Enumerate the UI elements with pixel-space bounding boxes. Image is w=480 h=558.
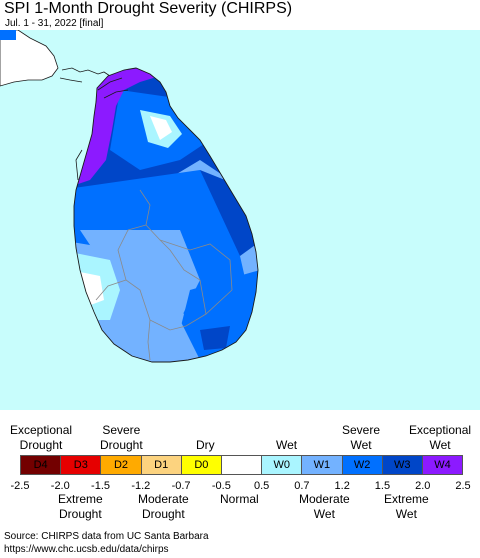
- district-boundaries: [95, 189, 233, 361]
- legend-tick: 1.5: [374, 480, 391, 492]
- legend-label-normal: Normal: [220, 492, 259, 506]
- legend-label-exceptional-drought: Exceptional Drought: [10, 423, 73, 452]
- legend-cell-d0: D0: [181, 456, 222, 474]
- legend-label-moderate-wet: Moderate Wet: [299, 492, 350, 521]
- legend-cell-d4: D4: [21, 456, 62, 474]
- legend-tick: 0.7: [294, 480, 310, 492]
- legend-label-severe-wet: Severe Wet: [342, 423, 381, 452]
- legend-cell-d1: D1: [141, 456, 182, 474]
- legend-label-extreme-drought: Extreme Drought: [58, 492, 103, 521]
- legend-label-dry: Dry: [196, 438, 215, 452]
- sri-lanka-coastline: [73, 67, 259, 363]
- legend-cell-w2: W2: [342, 456, 383, 474]
- legend-cell-d2: D2: [101, 456, 142, 474]
- legend-tick: -1.5: [91, 480, 111, 492]
- legend-tick: -2.5: [10, 480, 30, 492]
- legend-label-wet: Wet: [276, 438, 298, 452]
- source-url[interactable]: https://www.chc.ucsb.edu/data/chirps: [4, 544, 169, 555]
- legend-label-moderate-drought: Moderate Drought: [138, 492, 189, 521]
- legend-tick: 1.2: [334, 480, 350, 492]
- legend-tick: -0.7: [171, 480, 191, 492]
- legend-label-exceptional-wet: Exceptional Wet: [409, 423, 472, 452]
- legend-cell-d3: D3: [61, 456, 102, 474]
- legend-cell-w1: W1: [302, 456, 343, 474]
- legend-label-severe-drought: Severe Drought: [100, 423, 143, 452]
- legend-color-bar: D4 D3 D2 D1 D0 W0 W1 W2 W3 W4: [20, 455, 463, 475]
- legend-cell-w0: W0: [262, 456, 303, 474]
- legend-tick: 2.0: [415, 480, 431, 492]
- india-landmass: [0, 30, 59, 87]
- legend-tick: -1.2: [131, 480, 151, 492]
- legend-cell-normal: [221, 456, 263, 474]
- legend-tick: 2.5: [455, 480, 471, 492]
- legend-tick: -0.5: [211, 480, 231, 492]
- india-w2-patch: [0, 30, 16, 40]
- legend-tick: 0.5: [253, 480, 270, 492]
- map-title: SPI 1-Month Drought Severity (CHIRPS): [4, 0, 293, 17]
- legend-cell-w3: W3: [382, 456, 423, 474]
- india-coast-islands: [59, 67, 111, 83]
- legend-tick: -2.0: [50, 480, 70, 492]
- drought-map: [0, 30, 480, 410]
- source-credit: Source: CHIRPS data from UC Santa Barbar…: [4, 531, 209, 542]
- legend-cell-w4: W4: [422, 456, 463, 474]
- map-subtitle: Jul. 1 - 31, 2022 [final]: [5, 18, 104, 29]
- jaffna-lagoon: [75, 77, 129, 181]
- legend-label-extreme-wet: Extreme Wet: [384, 492, 429, 521]
